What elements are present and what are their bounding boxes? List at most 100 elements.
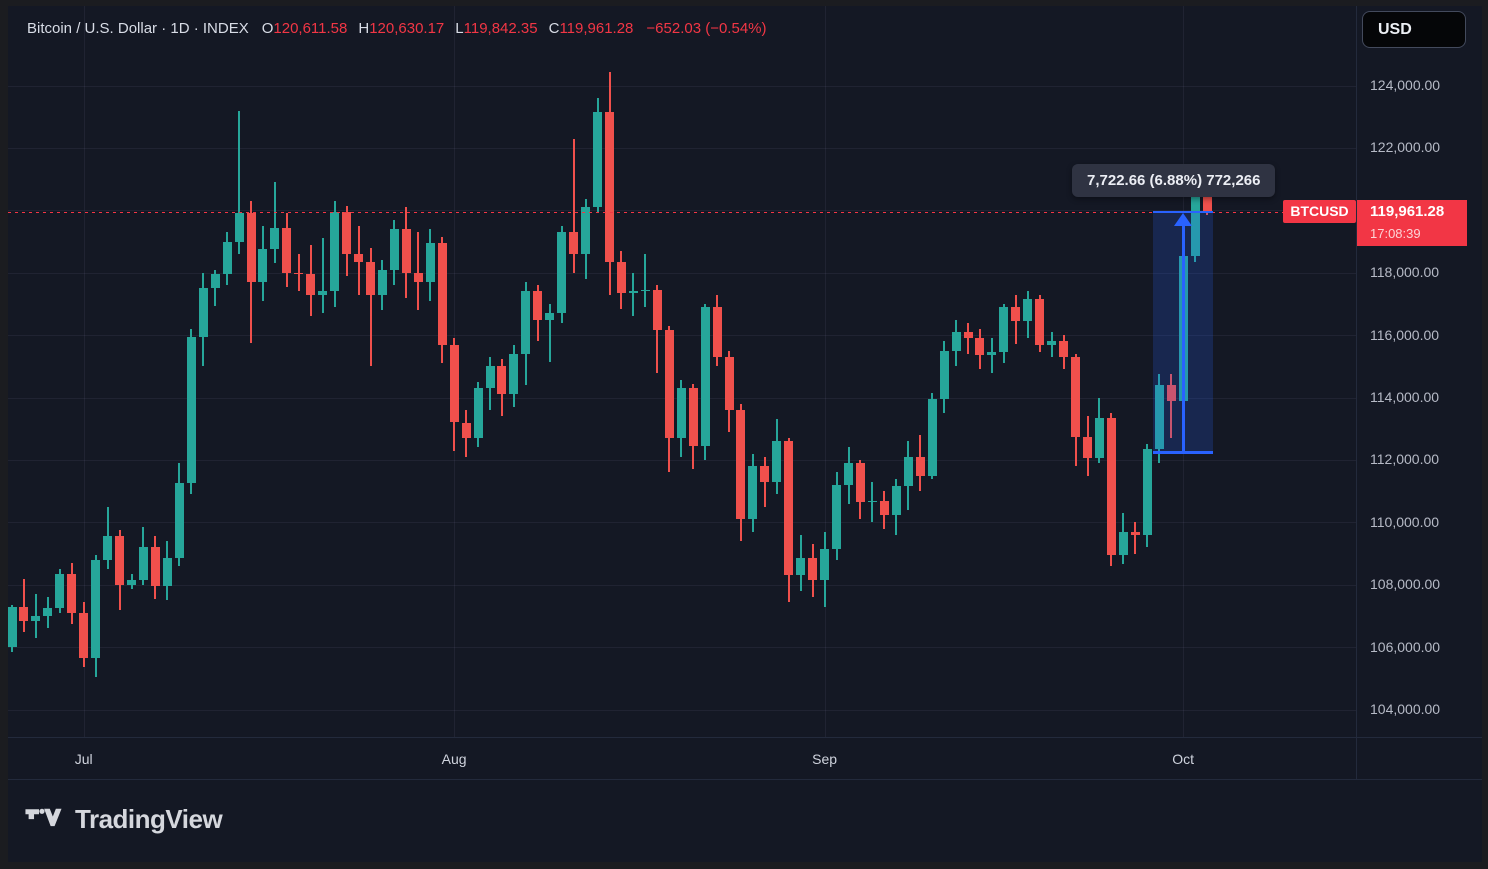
price-axis-label: 122,000.00 <box>1370 139 1441 156</box>
ohlc-values: O120,611.58 H120,630.17 L119,842.35 C119,96… <box>262 20 634 37</box>
axis-divider-vertical <box>1356 6 1357 779</box>
candle-body-up <box>1118 531 1128 556</box>
change-value: −652.03 (−0.54%) <box>646 20 767 37</box>
last-price-line <box>8 211 1356 213</box>
candle-body-up <box>270 227 280 250</box>
price-axis-label: 116,000.00 <box>1370 326 1440 343</box>
gridline-horizontal <box>8 584 1356 586</box>
candle-body-up <box>1154 385 1164 450</box>
candle-body-up <box>844 463 853 485</box>
gridline-horizontal <box>8 210 1356 212</box>
candle-wick-down <box>1170 374 1173 439</box>
measure-tooltip: 7,722.66 (6.88%) 772,266 <box>1072 164 1276 197</box>
candle-body-down <box>1059 341 1069 357</box>
candle-body-down <box>19 606 29 621</box>
candle-body-down <box>963 332 973 339</box>
candle-body-down <box>67 573 77 613</box>
candle-body-down <box>915 456 925 476</box>
candle-body-up <box>987 352 997 356</box>
symbol-title: Bitcoin / U.S. Dollar · 1D · INDEX <box>27 20 249 37</box>
legend[interactable]: Bitcoin / U.S. Dollar · 1D · INDEX O120,… <box>27 20 767 37</box>
candle-body-up <box>8 606 17 648</box>
candle-body-up <box>748 466 758 520</box>
candle-body-up <box>545 313 555 320</box>
candle-body-down <box>306 274 316 295</box>
axis-divider-horizontal <box>8 737 1482 738</box>
candle-body-down <box>760 466 770 482</box>
measure-vertical-line <box>1181 220 1185 453</box>
candle-body-down <box>652 289 662 331</box>
candle-body-up <box>55 573 65 609</box>
candle-wick-down <box>967 322 969 354</box>
candle-wick-up <box>871 481 874 523</box>
candle-body-down <box>736 410 746 520</box>
candle-body-up <box>640 289 650 292</box>
candle-body-down <box>342 211 352 255</box>
time-axis-label: Aug <box>441 751 467 767</box>
price-axis[interactable]: USD 119,961.28 17:08:39 124,000.00 122,00… <box>1357 6 1482 737</box>
candle-body-down <box>1071 356 1081 437</box>
gridline-horizontal <box>8 522 1356 524</box>
chart-pane[interactable]: Bitcoin / U.S. Dollar · 1D · INDEX O120,… <box>8 6 1356 737</box>
candle-body-up <box>43 608 53 616</box>
price-axis-label: 112,000.00 <box>1370 451 1440 468</box>
candle-body-down <box>1011 307 1021 322</box>
tradingview-logo[interactable]: TradingView <box>25 804 223 835</box>
candle-body-up <box>891 486 901 515</box>
ohlc-item: O120,611.58 <box>261 20 348 37</box>
gridline-horizontal <box>8 147 1356 149</box>
candle-body-down <box>688 388 698 446</box>
price-axis-label: 104,000.00 <box>1370 701 1441 718</box>
candle-body-down <box>246 213 256 283</box>
candle-body-down <box>354 254 364 262</box>
currency-usd-button[interactable]: USD <box>1362 11 1466 48</box>
candle-body-up <box>581 207 591 255</box>
price-axis-label: 124,000.00 <box>1370 77 1441 94</box>
candle-body-up <box>127 580 136 585</box>
candle-body-down <box>401 229 411 273</box>
candle-body-up <box>1142 449 1152 535</box>
time-axis-label: Oct <box>1172 751 1194 767</box>
candle-wick-up <box>644 254 647 308</box>
candle-body-up <box>198 288 208 337</box>
candle-body-up <box>389 229 399 270</box>
candle-body-down <box>724 356 734 411</box>
candle-body-up <box>330 211 340 292</box>
candle-wick-up <box>273 182 276 264</box>
gridline-horizontal <box>8 85 1356 87</box>
candle-wick-down <box>1134 522 1137 554</box>
candle-body-down <box>437 243 447 345</box>
gridline-horizontal <box>8 647 1356 649</box>
candle-body-up <box>174 483 184 559</box>
candle-body-up <box>1190 191 1200 256</box>
candle-body-down <box>413 272 423 283</box>
candle-body-up <box>951 332 961 351</box>
measure-top-line <box>1152 210 1214 213</box>
gridline-vertical <box>824 6 826 737</box>
ohlc-item: C119,961.28 <box>548 20 634 37</box>
measure-bottom-line <box>1152 451 1214 454</box>
candle-body-up <box>1047 341 1057 345</box>
time-axis[interactable]: Jul Aug Sep Oct <box>8 738 1356 779</box>
gridline-horizontal <box>8 335 1356 337</box>
gridline-horizontal <box>8 709 1356 711</box>
candle-body-down <box>1106 417 1116 556</box>
price-axis-label: 106,000.00 <box>1370 638 1441 655</box>
candle-body-up <box>186 336 196 484</box>
candle-body-down <box>1202 191 1212 212</box>
candle-body-down <box>664 330 674 439</box>
candle-body-down <box>366 261 375 295</box>
footer-divider <box>8 779 1482 780</box>
candle-body-up <box>138 547 148 581</box>
candle-body-down <box>1035 299 1045 345</box>
candle-body-up <box>91 559 101 659</box>
candle-body-up <box>31 615 41 621</box>
ohlc-item: H120,630.17 <box>358 20 445 37</box>
tradingview-widget: Bitcoin / U.S. Dollar · 1D · INDEX O120,… <box>8 6 1482 862</box>
candle-body-up <box>258 249 268 283</box>
candle-body-down <box>1083 436 1092 459</box>
candle-body-down <box>616 261 626 294</box>
candle-body-up <box>234 213 244 242</box>
candle-body-up <box>162 558 172 587</box>
